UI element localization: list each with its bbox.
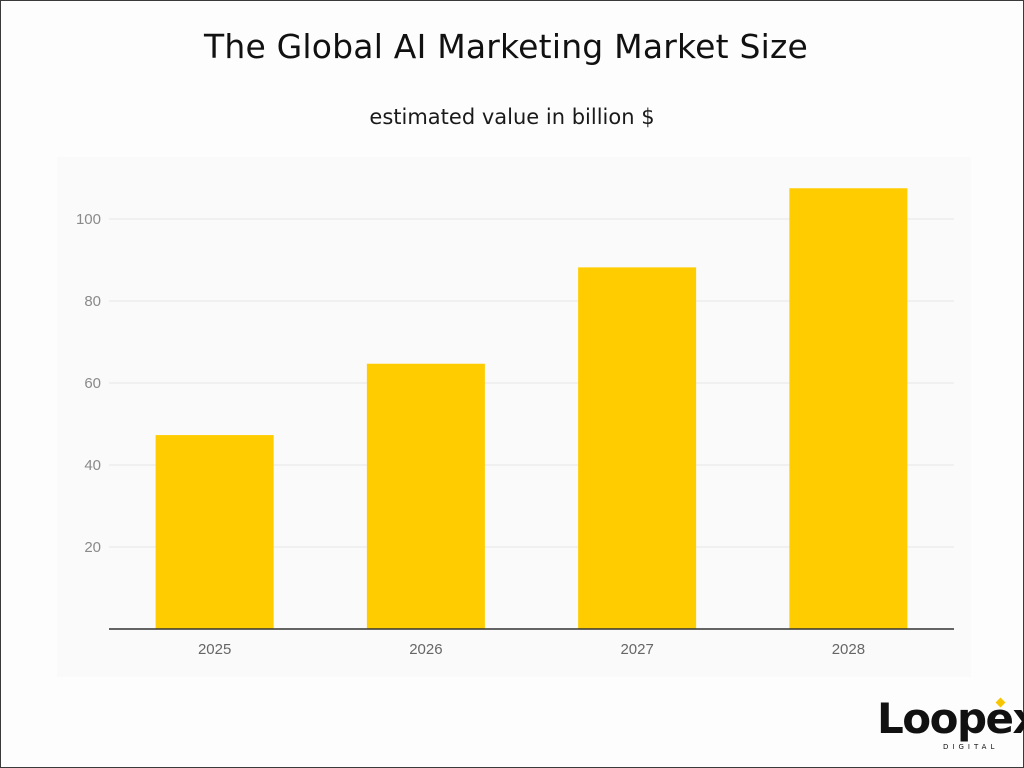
y-tick-label-100: 100 bbox=[76, 211, 101, 228]
bar-2026 bbox=[366, 363, 485, 629]
y-tick-label-80: 80 bbox=[84, 293, 101, 310]
y-tick-label-40: 40 bbox=[84, 457, 101, 474]
chart-title: The Global AI Marketing Market Size bbox=[203, 27, 809, 66]
x-tick-label-2027: 2027 bbox=[620, 641, 653, 658]
logo-subtext: DIGITAL bbox=[943, 743, 999, 751]
bar-2028 bbox=[789, 188, 908, 629]
brand-logo: Loopex DIGITAL bbox=[873, 695, 1024, 755]
bar-chart: 20 40 60 80 100 2025 2026 2027 2028 bbox=[76, 188, 954, 658]
y-tick-label-60: 60 bbox=[84, 375, 101, 392]
bar-2027 bbox=[578, 267, 697, 629]
x-tick-label-2025: 2025 bbox=[198, 641, 231, 658]
x-tick-label-2028: 2028 bbox=[832, 641, 865, 658]
plot-area: 20 40 60 80 100 2025 2026 2027 2028 bbox=[57, 157, 971, 677]
y-tick-label-20: 20 bbox=[84, 539, 101, 556]
chart-subtitle: estimated value in billion $ bbox=[369, 105, 655, 129]
x-tick-label-2026: 2026 bbox=[409, 641, 442, 658]
bar-2025 bbox=[155, 435, 274, 629]
